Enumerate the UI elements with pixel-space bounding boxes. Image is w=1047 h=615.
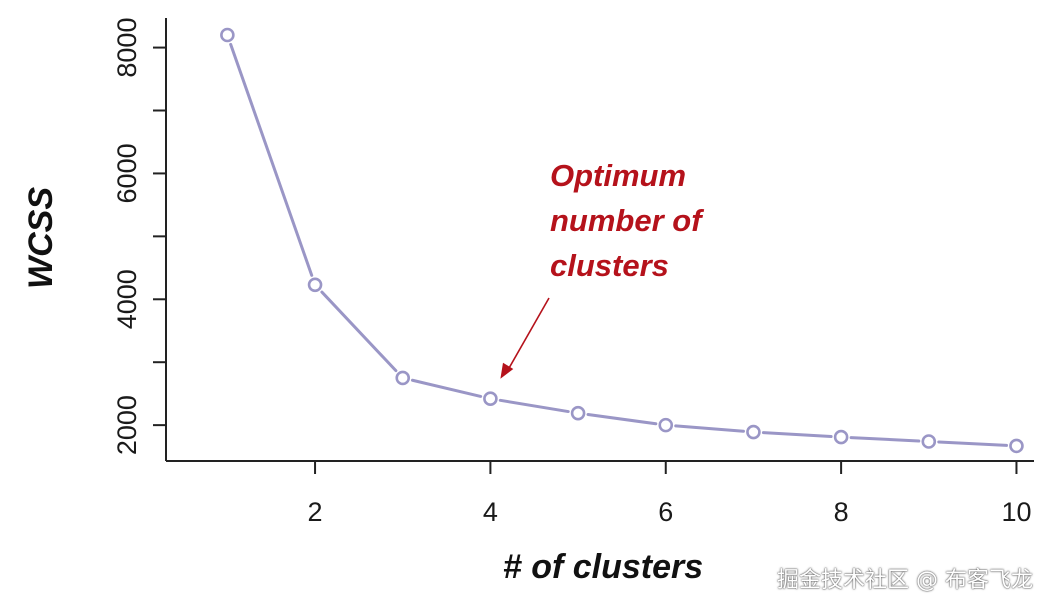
series-segment (761, 431, 833, 439)
data-point (921, 434, 937, 449)
series-line-layer (229, 42, 1008, 447)
data-point (658, 417, 674, 433)
series-segment (937, 440, 1008, 447)
data-point (570, 405, 586, 421)
series-segment (498, 398, 570, 414)
y-tick-label: 6000 (112, 143, 142, 203)
x-tick-label: 4 (483, 497, 498, 527)
annotation-text-line: clusters (550, 248, 669, 283)
data-point (1009, 438, 1024, 454)
annotation-arrow-line (505, 297, 550, 374)
x-tick-label: 6 (658, 497, 673, 527)
annotation-arrow-head (500, 362, 514, 379)
y-tick-label: 2000 (112, 395, 142, 455)
series-segment (849, 436, 921, 443)
data-point (833, 429, 849, 445)
axes: 2 4 6 8 10 2000 4000 6000 8000 (112, 18, 1034, 527)
series-segment (229, 42, 314, 277)
series-segment (586, 413, 658, 426)
y-axis-title: WCSS (22, 187, 60, 289)
data-point (483, 391, 498, 407)
watermark: 掘金技术社区 @ 布客飞龙 (777, 568, 1033, 593)
data-points (220, 27, 1024, 454)
series-segment (320, 290, 398, 373)
y-tick-label: 8000 (112, 18, 142, 78)
x-tick-label: 8 (834, 497, 849, 527)
x-tick-label: 10 (1001, 497, 1031, 527)
data-point (395, 370, 411, 386)
annotation-text-line: Optimum (550, 158, 686, 193)
y-tick-label: 4000 (112, 269, 142, 329)
series-segment (410, 378, 483, 398)
data-point (220, 27, 235, 43)
annotation: Optimum number of clusters (500, 158, 704, 379)
x-axis-title: # of clusters (503, 548, 703, 586)
data-point (307, 277, 323, 293)
data-point (746, 424, 761, 440)
annotation-text-line: number of (550, 203, 704, 238)
series-segment (674, 424, 745, 433)
x-tick-label: 2 (308, 497, 323, 527)
